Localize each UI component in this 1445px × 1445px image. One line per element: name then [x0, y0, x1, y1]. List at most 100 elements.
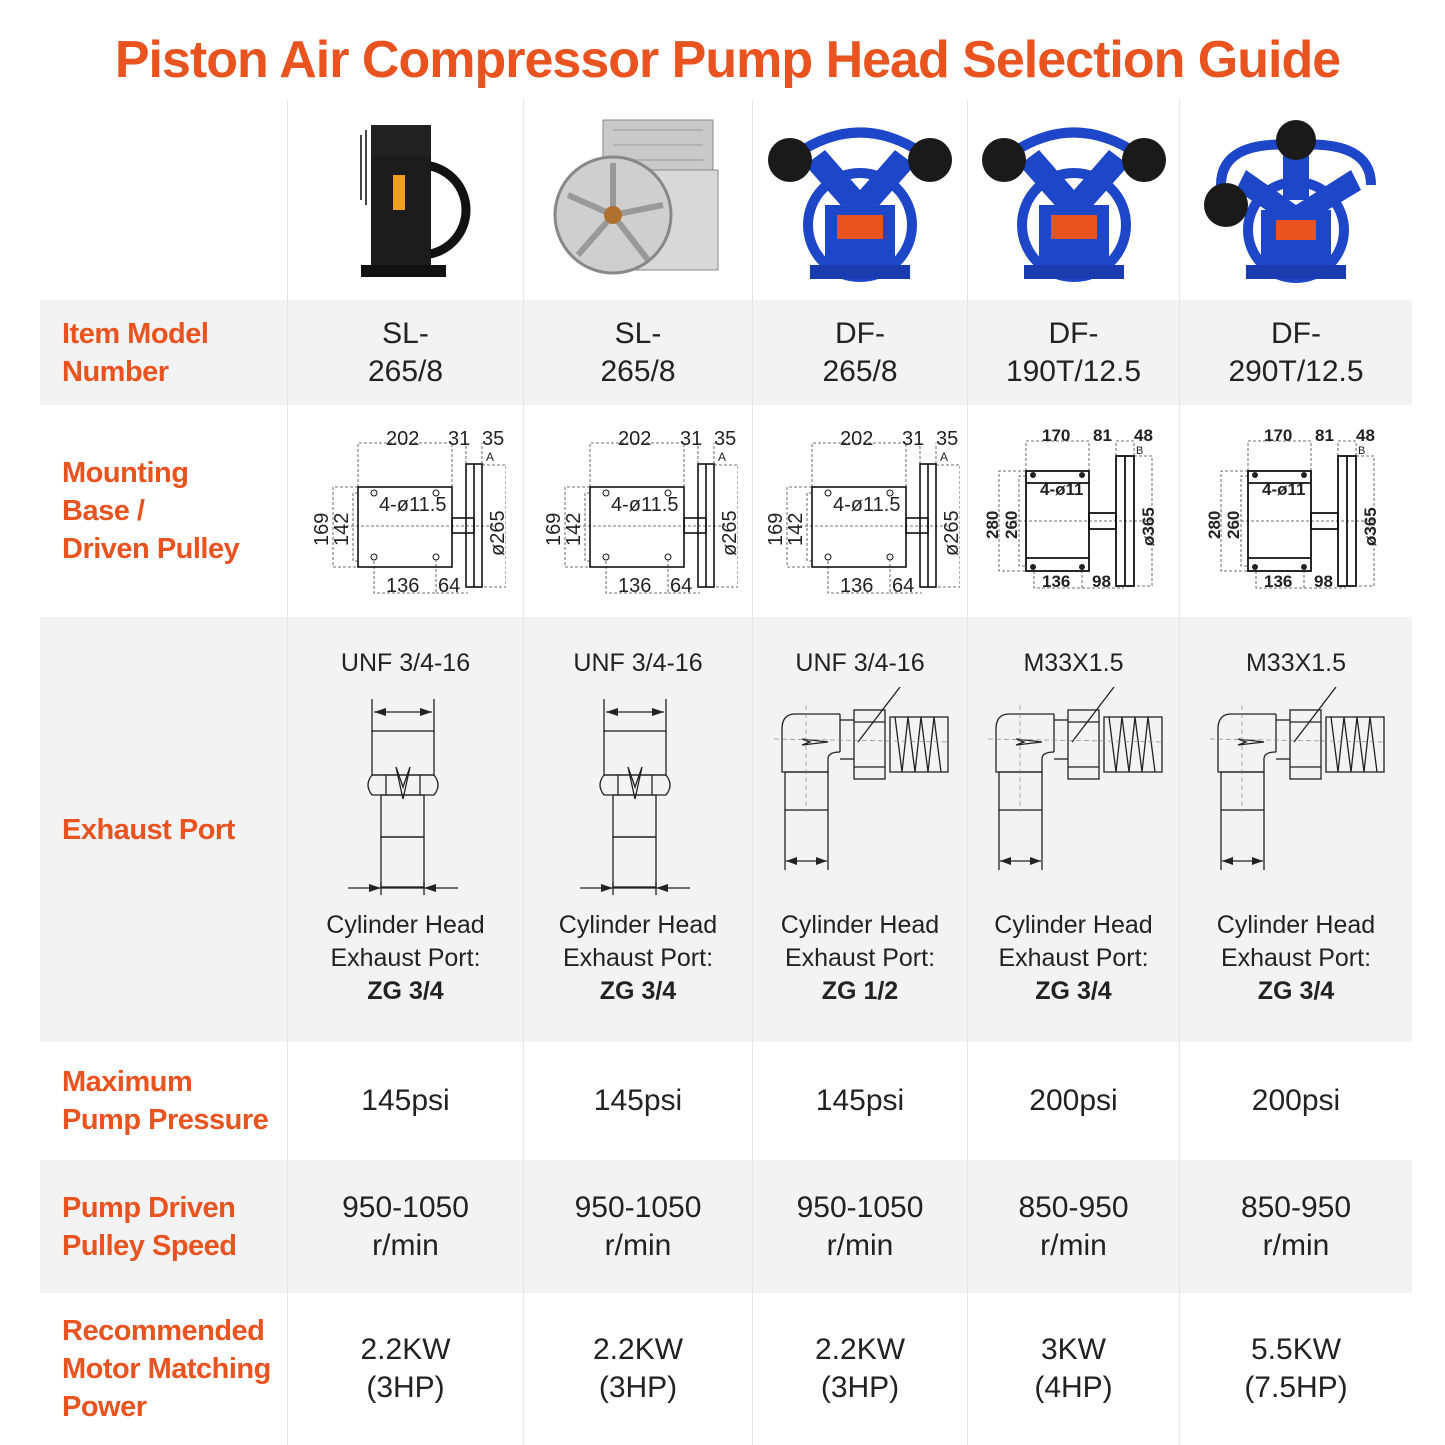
- dim-height-outer: 169: [311, 513, 333, 546]
- power-value: (3HP): [366, 1371, 445, 1404]
- exhaust-cell: M33X1.5 Cylinder Head Exhaust Port: ZG 3/4: [1179, 617, 1412, 1042]
- exhaust-text-line: Cylinder Head: [326, 911, 485, 939]
- row-label-model: Item Model Number: [40, 300, 287, 405]
- dim-height-outer: 280: [983, 511, 1002, 539]
- dim-width: 202: [386, 428, 419, 450]
- power-cell: 3KW (4HP): [967, 1293, 1179, 1445]
- dim-offset: 81: [1093, 426, 1112, 445]
- dim-holes: 4-ø11: [1262, 480, 1305, 499]
- power-value: 5.5KW: [1250, 1333, 1342, 1366]
- section-mark: B: [1136, 445, 1143, 457]
- speed-value: r/min: [1040, 1228, 1107, 1262]
- model-cell: SL- 265/8: [287, 300, 523, 405]
- exhaust-text-line: Exhaust Port:: [998, 944, 1149, 972]
- dim-pulley-diameter: ø265: [941, 510, 960, 556]
- model-value: 190T/12.5: [1005, 354, 1142, 388]
- model-value: 265/8: [822, 354, 898, 388]
- dim-pulley-width: 35: [714, 428, 736, 450]
- dim-bottom-offset: 64: [670, 575, 692, 597]
- exhaust-drawing-wrap: [968, 687, 1179, 877]
- dim-bottom-offset: 98: [1092, 572, 1111, 591]
- mount-cell: 202 31 35 A 4-ø11.5 169 142 ø265 136 64: [287, 405, 523, 617]
- pressure-value: 200psi: [1029, 1084, 1118, 1117]
- model-value: SL-: [382, 316, 429, 350]
- dim-holes: 4-ø11.5: [833, 494, 900, 516]
- dim-bottom-offset: 64: [892, 575, 914, 597]
- dim-pulley-width: 35: [482, 428, 504, 450]
- speed-cell: 950-1050 r/min: [523, 1160, 752, 1293]
- dim-pulley-diameter: ø265: [487, 510, 506, 556]
- mounting-drawing: 170 81 48 B 4-ø11 280 260 ø365 136 98: [1205, 426, 1380, 591]
- section-mark: A: [940, 450, 948, 464]
- dim-offset: 31: [680, 428, 702, 450]
- mounting-drawing: 202 31 35 A 4-ø11.5 169 142 ø265 136 64: [543, 428, 738, 597]
- pressure-cell: 200psi: [967, 1042, 1179, 1160]
- exhaust-thread-spec: UNF 3/4-16: [573, 649, 703, 677]
- blue-v-twin-pump-head-image: [981, 127, 1166, 282]
- model-value: SL-: [614, 316, 662, 350]
- pressure-cell: 145psi: [752, 1042, 967, 1160]
- power-value: 2.2KW: [814, 1333, 906, 1366]
- image-cell: [1179, 100, 1412, 300]
- exhaust-cell: UNF 3/4-16 Cylinder Head Exhaust Port: ZG …: [287, 617, 523, 1042]
- dim-height-inner: 142: [785, 513, 807, 546]
- model-cell: DF- 265/8: [752, 300, 967, 405]
- dim-bottom-span: 136: [1042, 572, 1070, 591]
- speed-label-line: Pump Driven: [62, 1191, 236, 1224]
- dim-bottom-span: 136: [618, 575, 651, 597]
- exhaust-drawing-wrap: [524, 687, 752, 897]
- mount-cell: 202 31 35 A 4-ø11.5 169 142 ø265 136 64: [752, 405, 967, 617]
- blue-v-twin-pump-head-image: [768, 127, 952, 282]
- dim-holes: 4-ø11: [1040, 480, 1083, 499]
- image-cell: [523, 100, 752, 300]
- exhaust-cell: UNF 3/4-16 Cylinder Head Exhaust Port: ZG …: [752, 617, 967, 1042]
- pressure-value: 200psi: [1251, 1084, 1341, 1117]
- exhaust-thread-spec: UNF 3/4-16: [340, 649, 471, 677]
- dim-bottom-span: 136: [1264, 572, 1292, 591]
- exhaust-description: Cylinder Head Exhaust Port: ZG 1/2: [753, 909, 967, 1008]
- model-label-line: Number: [62, 355, 169, 388]
- speed-cell: 950-1050 r/min: [287, 1160, 523, 1293]
- dim-height-inner: 142: [331, 513, 353, 546]
- model-cell: DF- 190T/12.5: [967, 300, 1179, 405]
- exhaust-text-line: Cylinder Head: [994, 911, 1153, 939]
- row-label-speed: Pump Driven Pulley Speed: [40, 1160, 287, 1293]
- pressure-value: 145psi: [361, 1084, 450, 1117]
- dim-width: 202: [840, 428, 873, 450]
- dim-width: 170: [1042, 426, 1070, 445]
- dim-offset: 81: [1315, 426, 1334, 445]
- speed-value: 950-1050: [796, 1190, 924, 1224]
- dim-bottom-span: 136: [386, 575, 419, 597]
- dim-width: 202: [618, 428, 651, 450]
- pressure-label-line: Pump Pressure: [62, 1104, 269, 1136]
- pressure-value: 145psi: [593, 1084, 683, 1117]
- elbow-fitting-drawing: [773, 687, 950, 870]
- row-label-exhaust: Exhaust Port: [40, 617, 287, 1042]
- page-title: Piston Air Compressor Pump Head Selectio…: [114, 31, 1341, 89]
- model-label-line: Item Model: [62, 317, 209, 350]
- silver-pump-head-image: [553, 119, 719, 275]
- power-value: 2.2KW: [360, 1333, 451, 1366]
- exhaust-drawing-wrap: [753, 687, 967, 877]
- exhaust-drawing-wrap: [1180, 687, 1412, 877]
- comparison-table: Item Model Number SL- 265/8 SL- 265/8 DF- 265/8…: [40, 100, 1412, 1445]
- exhaust-port-size: ZG 1/2: [821, 977, 899, 1005]
- mount-label-line: Base /: [62, 495, 145, 527]
- dim-height-inner: 260: [1002, 511, 1021, 539]
- power-cell: 2.2KW (3HP): [752, 1293, 967, 1445]
- section-mark: B: [1358, 445, 1365, 457]
- power-value: (3HP): [598, 1371, 678, 1404]
- power-value: 2.2KW: [592, 1333, 684, 1366]
- straight-fitting-drawing: [347, 699, 458, 895]
- model-value: DF-: [1048, 316, 1099, 350]
- blue-w-triple-pump-head-image: [1204, 120, 1376, 283]
- power-value: (4HP): [1034, 1371, 1113, 1404]
- mount-cell: 170 81 48 B 4-ø11 280 260 ø365 136 98: [967, 405, 1179, 617]
- pressure-cell: 145psi: [287, 1042, 523, 1160]
- row-label-pressure: Maximum Pump Pressure: [40, 1042, 287, 1160]
- exhaust-text-line: Exhaust Port:: [562, 944, 714, 972]
- speed-label-line: Pulley Speed: [62, 1229, 237, 1262]
- straight-fitting-drawing: [580, 699, 690, 895]
- model-value: DF-: [1271, 316, 1321, 350]
- speed-value: 850-950: [1240, 1190, 1352, 1224]
